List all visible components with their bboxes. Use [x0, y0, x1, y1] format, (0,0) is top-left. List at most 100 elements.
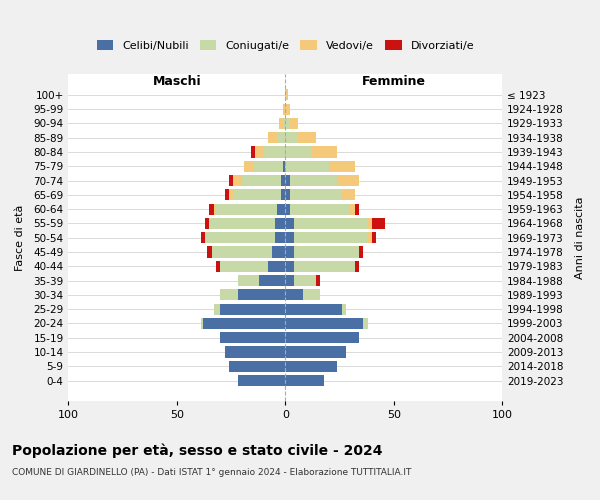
Bar [355, 204, 359, 214]
Bar [216, 204, 277, 214]
Bar [372, 232, 376, 243]
Legend: Celibi/Nubili, Coniugati/e, Vedovi/e, Divorziati/e: Celibi/Nubili, Coniugati/e, Vedovi/e, Di… [94, 38, 476, 53]
Bar [201, 318, 203, 329]
Bar [238, 275, 259, 286]
Bar [214, 304, 220, 314]
Text: Maschi: Maschi [152, 75, 201, 88]
Bar [286, 360, 337, 372]
Bar [286, 146, 311, 158]
Bar [224, 346, 286, 358]
Bar [286, 246, 294, 258]
Bar [290, 118, 298, 129]
Bar [316, 275, 320, 286]
Bar [279, 118, 283, 129]
Bar [205, 218, 209, 229]
Text: COMUNE DI GIARDINELLO (PA) - Dati ISTAT 1° gennaio 2024 - Elaborazione TUTTITALI: COMUNE DI GIARDINELLO (PA) - Dati ISTAT … [12, 468, 412, 477]
Bar [201, 232, 205, 243]
Bar [286, 332, 359, 344]
Bar [359, 246, 364, 258]
Bar [209, 204, 214, 214]
Bar [229, 360, 286, 372]
Bar [220, 332, 286, 344]
Bar [242, 175, 281, 186]
Bar [233, 190, 281, 200]
Bar [283, 160, 286, 172]
Bar [268, 260, 286, 272]
Text: Femmine: Femmine [362, 75, 426, 88]
Bar [224, 190, 229, 200]
Bar [286, 190, 290, 200]
Bar [238, 375, 286, 386]
Bar [253, 160, 283, 172]
Bar [281, 175, 286, 186]
Bar [277, 132, 286, 143]
Bar [212, 246, 272, 258]
Bar [205, 232, 275, 243]
Bar [272, 246, 286, 258]
Bar [286, 218, 294, 229]
Bar [244, 160, 253, 172]
Bar [275, 232, 286, 243]
Bar [251, 146, 255, 158]
Y-axis label: Fasce di età: Fasce di età [15, 204, 25, 271]
Bar [286, 232, 294, 243]
Bar [294, 232, 368, 243]
Bar [311, 146, 337, 158]
Bar [275, 218, 286, 229]
Bar [286, 160, 329, 172]
Bar [220, 260, 268, 272]
Bar [286, 132, 298, 143]
Bar [342, 190, 355, 200]
Bar [298, 132, 316, 143]
Bar [216, 260, 220, 272]
Bar [342, 304, 346, 314]
Bar [286, 290, 303, 300]
Bar [286, 304, 342, 314]
Bar [286, 104, 290, 115]
Bar [214, 204, 216, 214]
Bar [368, 218, 372, 229]
Bar [220, 304, 286, 314]
Bar [229, 190, 233, 200]
Bar [368, 232, 372, 243]
Y-axis label: Anni di nascita: Anni di nascita [575, 196, 585, 279]
Bar [290, 190, 342, 200]
Bar [233, 175, 242, 186]
Bar [286, 318, 364, 329]
Bar [294, 246, 359, 258]
Bar [229, 175, 233, 186]
Bar [283, 104, 286, 115]
Bar [350, 204, 355, 214]
Bar [238, 290, 286, 300]
Bar [355, 260, 359, 272]
Bar [209, 218, 275, 229]
Bar [268, 132, 277, 143]
Bar [263, 146, 286, 158]
Bar [286, 204, 290, 214]
Bar [329, 160, 355, 172]
Bar [294, 218, 368, 229]
Bar [259, 275, 286, 286]
Bar [286, 275, 294, 286]
Bar [281, 190, 286, 200]
Bar [364, 318, 368, 329]
Bar [220, 290, 238, 300]
Bar [303, 290, 320, 300]
Bar [290, 175, 337, 186]
Bar [286, 175, 290, 186]
Bar [283, 118, 286, 129]
Bar [286, 375, 325, 386]
Bar [255, 146, 263, 158]
Bar [286, 346, 346, 358]
Bar [372, 218, 385, 229]
Bar [203, 318, 286, 329]
Bar [277, 204, 286, 214]
Bar [290, 204, 350, 214]
Bar [294, 275, 316, 286]
Text: Popolazione per età, sesso e stato civile - 2024: Popolazione per età, sesso e stato civil… [12, 444, 383, 458]
Bar [286, 118, 290, 129]
Bar [207, 246, 212, 258]
Bar [286, 260, 294, 272]
Bar [294, 260, 355, 272]
Bar [286, 90, 287, 101]
